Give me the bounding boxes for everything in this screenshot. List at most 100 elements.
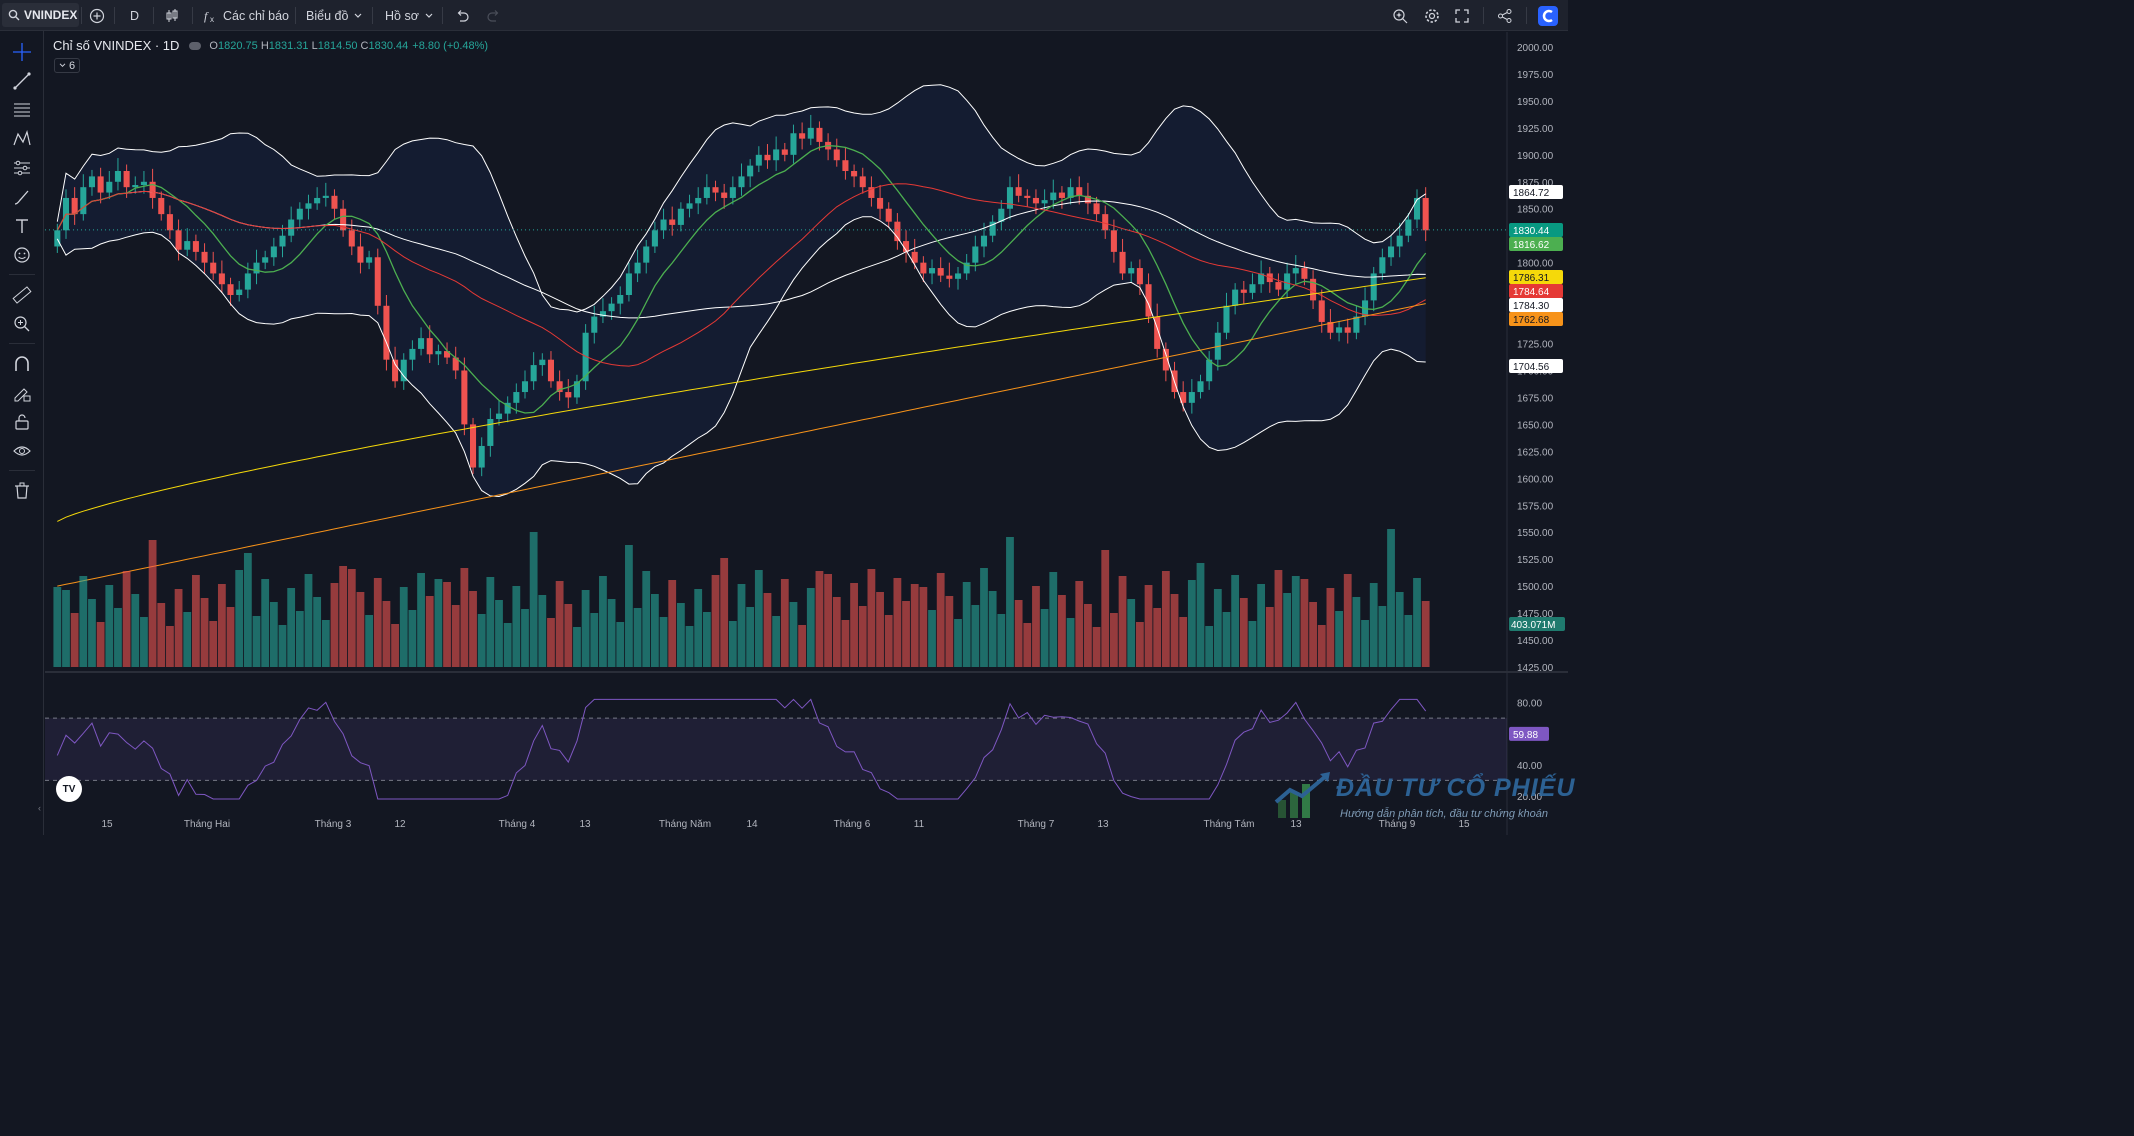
undo-button[interactable] bbox=[455, 0, 469, 31]
compare-symbol-button[interactable] bbox=[89, 0, 105, 31]
hide-drawings-tool[interactable] bbox=[10, 439, 34, 463]
divider bbox=[114, 7, 115, 24]
close-label: C bbox=[360, 39, 369, 52]
fullscreen-button[interactable] bbox=[1455, 0, 1469, 31]
candle-body bbox=[963, 262, 970, 274]
stay-in-drawing-tool[interactable] bbox=[10, 381, 34, 405]
candle-body bbox=[980, 235, 988, 247]
price-tick-label: 1800.00 bbox=[1517, 259, 1554, 270]
price-tick-label: 1900.00 bbox=[1517, 151, 1554, 162]
candle-body bbox=[331, 195, 338, 209]
price-label: 1762.68 bbox=[1513, 315, 1550, 326]
candle-body bbox=[435, 351, 442, 355]
chart-templates-button[interactable]: Biểu đồ bbox=[306, 0, 362, 31]
bollinger-band-fill bbox=[57, 84, 1426, 497]
horizontal-lines-tool[interactable] bbox=[10, 98, 34, 122]
settings-button[interactable] bbox=[1424, 0, 1440, 31]
divider bbox=[372, 7, 373, 24]
candle-body bbox=[366, 257, 373, 263]
x-tick-label: Tháng Hai bbox=[184, 819, 230, 830]
volume-bar bbox=[79, 576, 88, 667]
ma-mid-line bbox=[56, 183, 1426, 367]
volume-bar bbox=[191, 575, 200, 667]
prediction-tool[interactable] bbox=[10, 156, 34, 180]
volume-bar bbox=[1075, 581, 1084, 667]
quick-search-button[interactable] bbox=[1392, 0, 1408, 31]
chevron-left-icon[interactable]: ‹ bbox=[38, 803, 41, 813]
magnet-tool[interactable] bbox=[10, 352, 34, 376]
volume-bar bbox=[131, 594, 140, 667]
icon-tool[interactable] bbox=[10, 243, 34, 267]
candle-body bbox=[1024, 195, 1031, 198]
volume-bar bbox=[1032, 586, 1040, 667]
zoom-tool[interactable] bbox=[10, 312, 34, 336]
candle-body bbox=[1154, 316, 1161, 349]
volume-bar bbox=[425, 596, 434, 667]
volume-bar bbox=[1066, 618, 1075, 667]
remove-drawings-tool[interactable] bbox=[10, 479, 34, 503]
candlestick-icon bbox=[166, 8, 178, 22]
symbol-search-button[interactable]: VNINDEX bbox=[2, 3, 79, 27]
volume-bar bbox=[884, 615, 893, 667]
volume-bar bbox=[590, 613, 599, 667]
price-tick-label: 1600.00 bbox=[1517, 474, 1554, 485]
interval-button[interactable]: D bbox=[130, 0, 139, 31]
volume-bar bbox=[1049, 572, 1058, 667]
candle-body bbox=[409, 348, 416, 360]
candle-body bbox=[478, 445, 485, 468]
rsi-value-bg bbox=[1509, 726, 1549, 741]
volume-bar bbox=[1058, 595, 1066, 667]
candle-body bbox=[781, 149, 788, 155]
candle-body bbox=[565, 392, 572, 398]
price-tick-label: 1950.00 bbox=[1517, 97, 1554, 108]
brush-tool[interactable] bbox=[10, 185, 34, 209]
measure-tool[interactable] bbox=[10, 283, 34, 307]
volume-bar bbox=[226, 607, 235, 667]
volume-bar bbox=[434, 579, 443, 667]
indicators-collapse-button[interactable]: 6 bbox=[54, 58, 80, 73]
candle-body bbox=[591, 316, 598, 333]
profile-button[interactable]: Hồ sơ bbox=[385, 0, 433, 31]
candle-body bbox=[1102, 214, 1109, 231]
rsi-line bbox=[56, 698, 1427, 800]
rsi-tick-label: 80.00 bbox=[1517, 699, 1542, 710]
chart-title: Chỉ số VNINDEX · 1D bbox=[53, 38, 180, 53]
app-logo-button[interactable] bbox=[1538, 0, 1558, 31]
legend-settings-dot[interactable] bbox=[189, 41, 202, 50]
chart-type-button[interactable] bbox=[164, 0, 180, 31]
volume-bar bbox=[1092, 627, 1101, 667]
plus-circle-icon bbox=[89, 8, 105, 23]
volume-bar bbox=[555, 581, 564, 667]
pattern-tool[interactable] bbox=[10, 127, 34, 151]
crosshair-tool[interactable] bbox=[10, 40, 34, 64]
candle-body bbox=[1093, 203, 1100, 215]
lock-drawings-tool[interactable] bbox=[10, 410, 34, 434]
volume-bar bbox=[841, 620, 850, 667]
redo-button[interactable] bbox=[487, 0, 501, 31]
tradingview-logo-icon[interactable]: TV bbox=[56, 776, 82, 802]
candle-body bbox=[461, 370, 468, 425]
volume-label: 403.071M bbox=[1511, 620, 1555, 631]
candle-body bbox=[773, 149, 780, 161]
candle-body bbox=[513, 392, 520, 403]
candle-body bbox=[703, 187, 710, 198]
candle-body bbox=[521, 381, 529, 393]
trend-line-tool[interactable] bbox=[10, 69, 34, 93]
volume-bar bbox=[832, 597, 841, 667]
divider bbox=[81, 7, 82, 24]
volume-bar bbox=[53, 587, 62, 667]
volume-bar bbox=[183, 612, 192, 667]
candle-body bbox=[426, 338, 433, 355]
share-button[interactable] bbox=[1497, 0, 1513, 31]
divider bbox=[1526, 7, 1527, 24]
price-chart[interactable]: 2000.00 1975.00 1950.00 1925.00 1900.00 1875.… bbox=[45, 32, 1568, 835]
text-tool[interactable] bbox=[10, 214, 34, 238]
bollinger-upper-line bbox=[56, 84, 1426, 313]
price-label-bg bbox=[1509, 270, 1563, 284]
candle-body bbox=[634, 262, 641, 274]
volume-bar bbox=[633, 608, 642, 667]
price-tick-label: 1425.00 bbox=[1517, 663, 1554, 674]
volume-bar bbox=[954, 619, 962, 667]
volume-bar bbox=[685, 626, 694, 667]
